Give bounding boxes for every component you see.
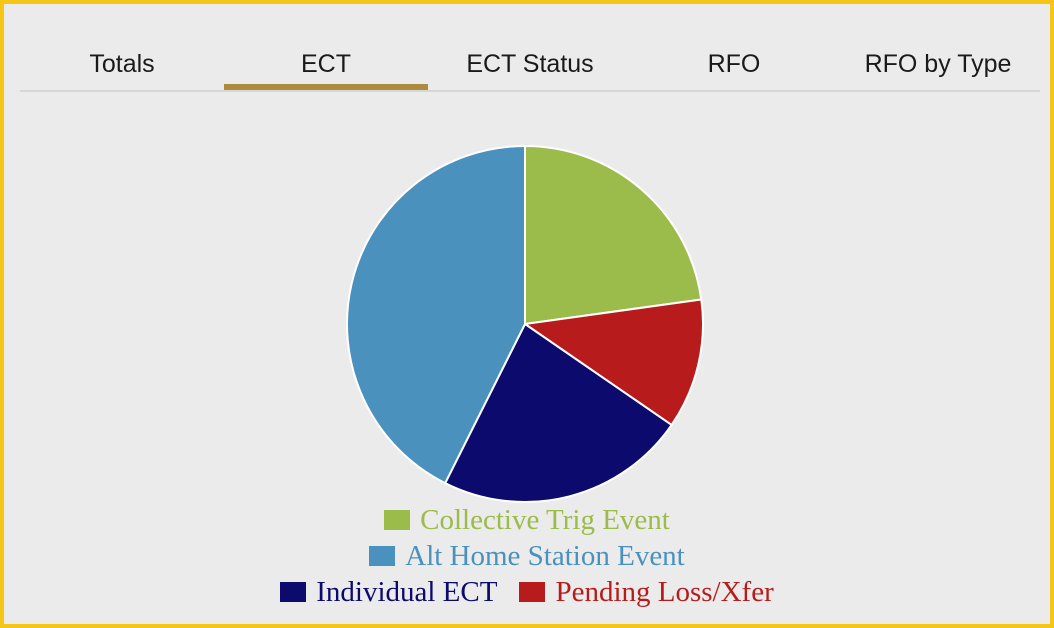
- legend-row: Individual ECT Pending Loss/Xfer: [0, 574, 1054, 610]
- tab-totals[interactable]: Totals: [89, 50, 155, 78]
- tab-ect-status[interactable]: ECT Status: [466, 50, 594, 78]
- tab-bar: Totals ECT ECT Status RFO RFO by Type: [20, 46, 1040, 92]
- pie-slice-alt-home-station-event[interactable]: [346, 144, 526, 485]
- tab-ect[interactable]: ECT: [224, 46, 428, 90]
- legend-swatch: [369, 546, 396, 566]
- legend-item-alt-home-station-event[interactable]: Alt Home Station Event: [369, 540, 685, 573]
- legend-item-pending-loss-xfer[interactable]: Pending Loss/Xfer: [519, 575, 774, 609]
- pie-slice-pending-loss-xfer[interactable]: [522, 298, 704, 427]
- pie-slice-individual-ect[interactable]: [443, 322, 673, 503]
- legend-label: Alt Home Station Event: [405, 539, 685, 572]
- chart-legend: Collective Trig Event Alt Home Station Ev…: [0, 502, 1054, 610]
- legend-label: Pending Loss/Xfer: [555, 575, 774, 608]
- legend-item-individual-ect[interactable]: Individual ECT: [280, 576, 497, 609]
- legend-swatch: [519, 582, 546, 602]
- legend-label: Collective Trig Event: [420, 503, 670, 536]
- pie-slice-collective-trig-event[interactable]: [524, 144, 703, 326]
- tab-rfo[interactable]: RFO: [707, 50, 761, 78]
- legend-row: Alt Home Station Event: [0, 538, 1054, 574]
- legend-row: Collective Trig Event: [0, 502, 1054, 538]
- legend-item-collective-trig-event[interactable]: Collective Trig Event: [384, 504, 670, 537]
- legend-swatch: [384, 510, 411, 530]
- tab-rfo-by-type[interactable]: RFO by Type: [864, 50, 1012, 78]
- legend-label: Individual ECT: [316, 575, 498, 608]
- legend-swatch: [280, 582, 307, 602]
